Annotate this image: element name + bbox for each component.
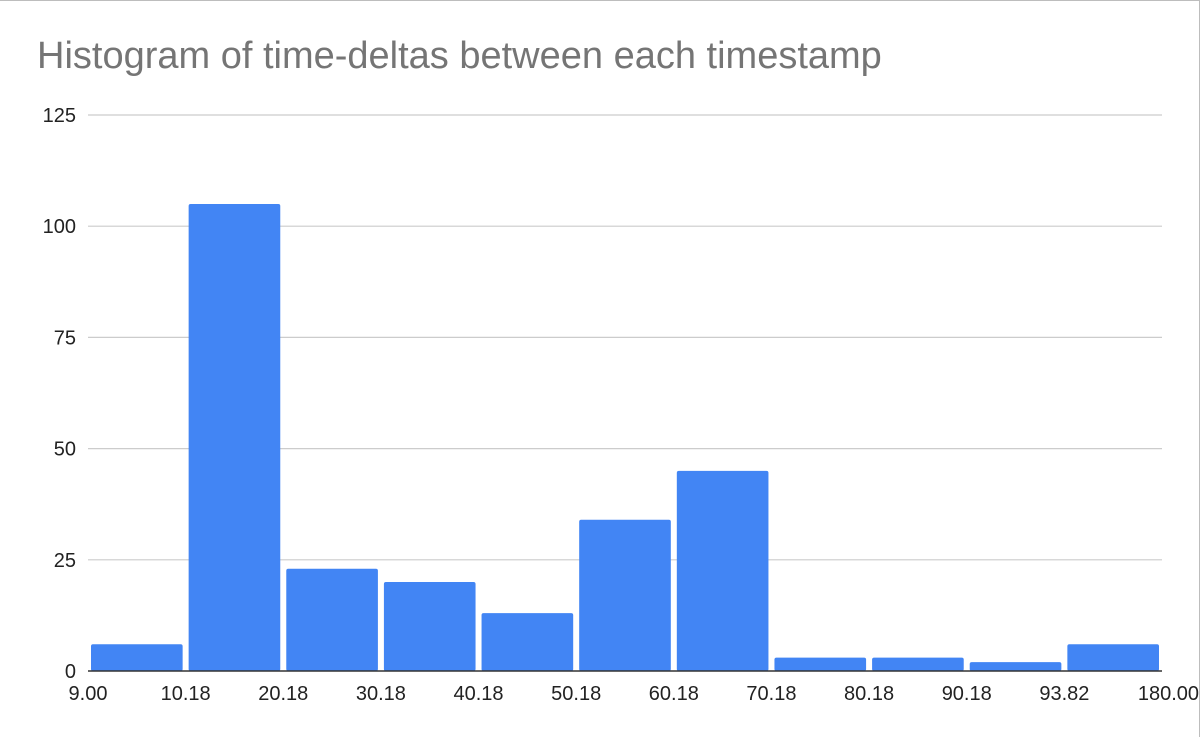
y-tick-labels: 0 25 50 75 100 125 [43, 105, 76, 683]
chart-title: Histogram of time-deltas between each ti… [37, 35, 882, 77]
histogram-bar [872, 657, 964, 671]
x-tick-label: 70.18 [746, 683, 796, 705]
x-tick-label: 93.82 [1039, 683, 1089, 705]
histogram-bar [188, 203, 281, 671]
histogram-bar [774, 657, 867, 671]
bars [91, 203, 1159, 671]
histogram-bar [286, 568, 378, 671]
x-tick-label: 90.18 [942, 683, 992, 705]
x-tick-label: 180.00 [1138, 683, 1199, 705]
histogram-bar [481, 613, 574, 671]
x-tick-label: 9.00 [69, 683, 108, 705]
y-tick-label: 0 [65, 661, 76, 683]
histogram-bar [383, 582, 476, 671]
histogram-bar [91, 644, 183, 671]
x-tick-label: 30.18 [356, 683, 406, 705]
histogram-bar [676, 470, 769, 671]
histogram-bar [579, 519, 671, 671]
y-tick-label: 125 [43, 105, 76, 127]
histogram-bar [969, 662, 1062, 671]
y-tick-label: 100 [43, 216, 76, 238]
x-tick-labels: 9.00 10.18 20.18 30.18 40.18 50.18 60.18 70.18 8… [69, 683, 1199, 705]
histogram-bar [1067, 644, 1159, 671]
y-tick-label: 75 [54, 327, 76, 349]
x-tick-label: 60.18 [649, 683, 699, 705]
x-tick-label: 80.18 [844, 683, 894, 705]
x-tick-label: 20.18 [258, 683, 308, 705]
x-tick-label: 40.18 [454, 683, 504, 705]
y-tick-label: 50 [54, 439, 76, 461]
x-tick-label: 10.18 [161, 683, 211, 705]
y-tick-label: 25 [54, 550, 76, 572]
x-tick-label: 50.18 [551, 683, 601, 705]
